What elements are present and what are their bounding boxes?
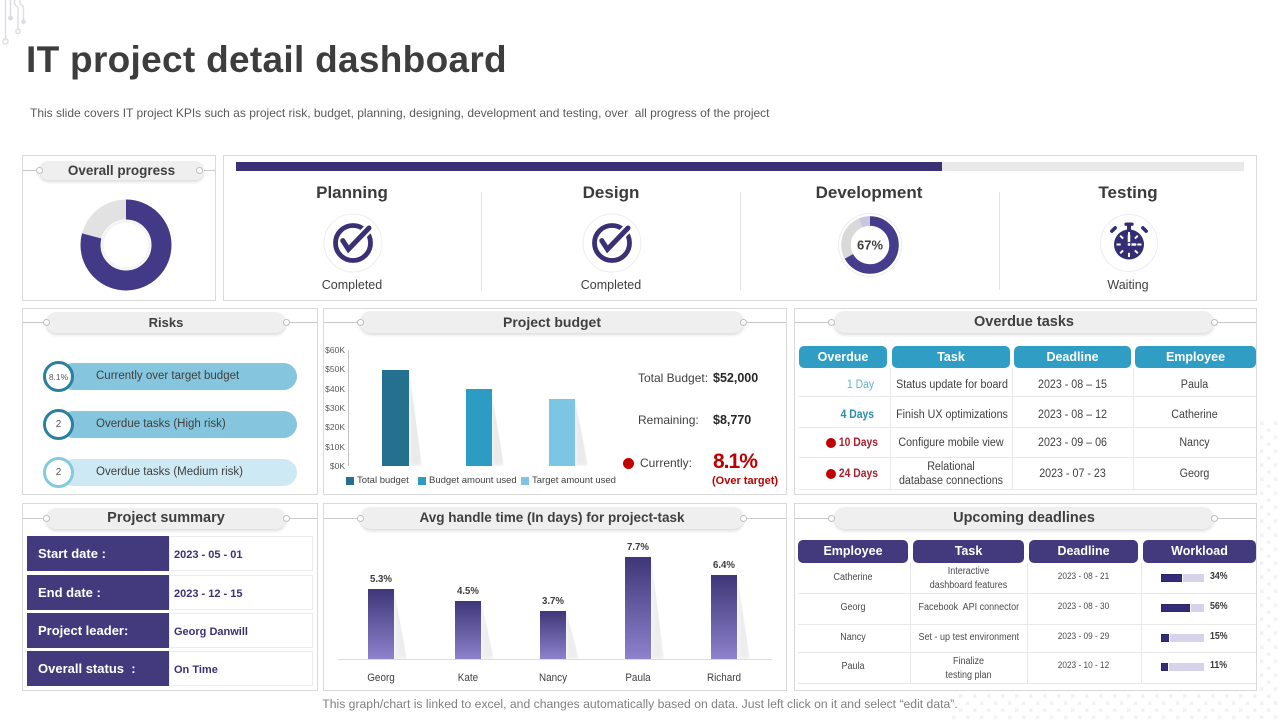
svg-text:67%: 67%: [857, 238, 883, 253]
